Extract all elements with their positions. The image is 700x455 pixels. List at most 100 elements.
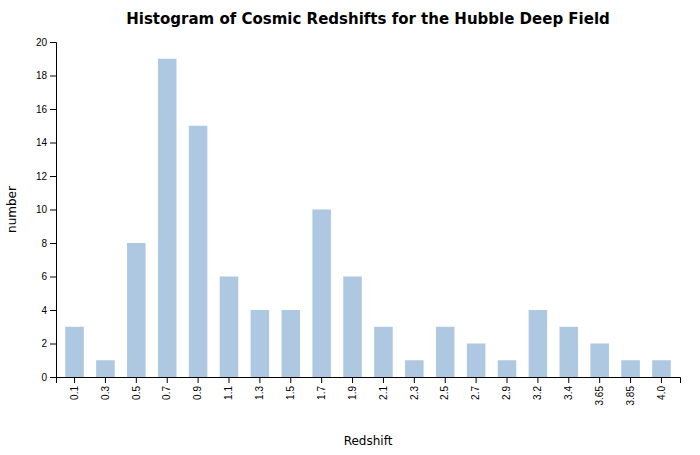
- tick: 6: [41, 271, 56, 282]
- bar: [96, 360, 115, 377]
- tick-label: 2: [41, 338, 47, 349]
- plot: 0.10.30.50.70.91.11.31.51.71.92.12.32.52…: [36, 37, 681, 406]
- tick-mark: [50, 176, 56, 177]
- tick-label: 1.9: [347, 386, 358, 400]
- axis-line: [50, 43, 57, 378]
- tick: 1.5: [285, 377, 296, 400]
- tick-mark: [50, 42, 56, 43]
- tick-mark: [228, 377, 229, 383]
- x-axis: 0.10.30.50.70.91.11.31.51.71.92.12.32.52…: [57, 377, 681, 405]
- bar: [158, 59, 177, 377]
- tick-label: 14: [36, 137, 48, 148]
- tick-mark: [74, 377, 75, 383]
- tick-label: 18: [36, 70, 48, 81]
- bar: [405, 360, 424, 377]
- tick-label: 2.7: [470, 386, 481, 400]
- tick: 2.7: [470, 377, 481, 400]
- bar: [282, 310, 301, 377]
- tick-label: 3.4: [563, 386, 574, 400]
- tick: 1.7: [316, 377, 327, 400]
- tick: 8: [41, 238, 56, 249]
- bar: [374, 327, 393, 377]
- tick: 3.65: [594, 377, 605, 405]
- tick-label: 6: [41, 271, 47, 282]
- tick-mark: [290, 377, 291, 383]
- tick-label: 4: [41, 305, 47, 316]
- tick-mark: [50, 109, 56, 110]
- tick-label: 2.5: [439, 386, 450, 400]
- bar: [529, 310, 548, 377]
- tick-label: 8: [41, 238, 47, 249]
- title: Histogram of Cosmic Redshifts for the Hu…: [126, 10, 610, 28]
- tick: 0.5: [131, 377, 142, 400]
- tick: 0.3: [100, 377, 111, 400]
- tick-mark: [414, 377, 415, 383]
- tick: 18: [36, 70, 56, 81]
- tick-mark: [167, 377, 168, 383]
- bar: [621, 360, 640, 377]
- bars: [65, 59, 670, 377]
- tick: 3.85: [625, 377, 636, 405]
- tick-label: 2.3: [409, 386, 420, 400]
- tick: 1.1: [223, 377, 234, 400]
- tick: 3.4: [563, 377, 574, 400]
- tick: 0: [41, 372, 56, 383]
- tick-mark: [321, 377, 322, 383]
- tick-mark: [259, 377, 260, 383]
- bar: [560, 327, 579, 377]
- tick-mark: [568, 377, 569, 383]
- bar: [312, 210, 331, 378]
- bar: [436, 327, 455, 377]
- bar: [498, 360, 517, 377]
- tick-label: 16: [36, 104, 48, 115]
- tick: 2.1: [378, 377, 389, 400]
- tick-mark: [352, 377, 353, 383]
- tick-mark: [476, 377, 477, 383]
- tick: 4.0: [656, 377, 667, 400]
- tick: 20: [36, 37, 56, 48]
- tick: 0.9: [192, 377, 203, 400]
- tick: 4: [41, 305, 56, 316]
- bar: [220, 277, 239, 378]
- chart: 0.10.30.50.70.91.11.31.51.71.92.12.32.52…: [0, 0, 700, 455]
- tick: 0.7: [161, 377, 172, 400]
- tick: 2.5: [439, 377, 450, 400]
- tick-mark: [445, 377, 446, 383]
- tick-mark: [50, 377, 56, 378]
- tick: 10: [36, 204, 56, 215]
- bar: [590, 344, 609, 378]
- tick-mark: [105, 377, 106, 383]
- tick-label: 1.3: [254, 386, 265, 400]
- tick: 2.9: [501, 377, 512, 400]
- tick-mark: [50, 277, 56, 278]
- tick-mark: [50, 76, 56, 77]
- tick-mark: [661, 377, 662, 383]
- tick-label: 1.5: [285, 386, 296, 400]
- tick-label: 4.0: [656, 386, 667, 400]
- bar: [652, 360, 671, 377]
- axis-line: [57, 378, 681, 384]
- tick-label: 3.2: [532, 386, 543, 400]
- tick-mark: [507, 377, 508, 383]
- tick-label: 1.1: [223, 386, 234, 400]
- tick-label: 0.9: [192, 386, 203, 400]
- bar: [251, 310, 270, 377]
- bar: [343, 277, 362, 378]
- tick: 14: [36, 137, 56, 148]
- bar: [127, 243, 146, 377]
- tick: 1.9: [347, 377, 358, 400]
- tick-mark: [198, 377, 199, 383]
- tick: 12: [36, 171, 56, 182]
- tick-mark: [383, 377, 384, 383]
- tick-mark: [50, 344, 56, 345]
- tick-mark: [136, 377, 137, 383]
- tick: 1.3: [254, 377, 265, 400]
- y-axis: 0 2 4 6 8 10 12 14 16 18 20: [36, 37, 57, 383]
- tick-mark: [50, 243, 56, 244]
- tick-label: 2.1: [378, 386, 389, 400]
- tick-label: 10: [36, 204, 48, 215]
- tick-mark: [50, 310, 56, 311]
- bar: [189, 126, 208, 377]
- tick-mark: [537, 377, 538, 383]
- tick-mark: [599, 377, 600, 383]
